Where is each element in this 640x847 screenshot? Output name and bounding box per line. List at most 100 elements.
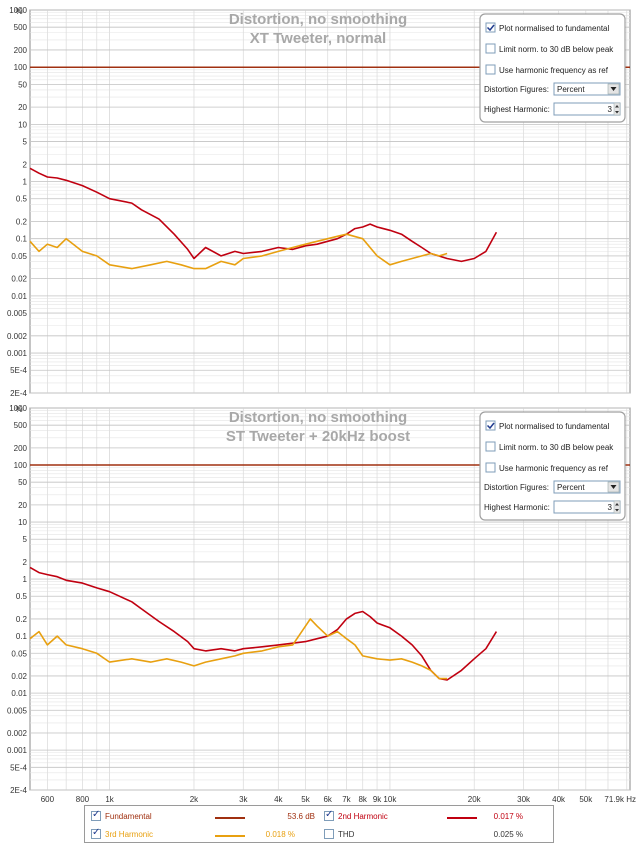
y-tick-label: 0.05 bbox=[11, 252, 27, 261]
x-tick-label: 6k bbox=[323, 795, 332, 804]
y-tick-label: 10 bbox=[18, 518, 27, 527]
y-tick-label: 500 bbox=[14, 421, 28, 430]
y-tick-label: 0.01 bbox=[11, 689, 27, 698]
y-tick-label: 1 bbox=[23, 178, 28, 187]
y-tick-label: 0.005 bbox=[7, 309, 28, 318]
y-tick-label: 0.001 bbox=[7, 349, 28, 358]
y-tick-label: 0.005 bbox=[7, 706, 28, 715]
y-tick-label: 2 bbox=[23, 160, 28, 169]
checkmark-icon bbox=[486, 24, 495, 32]
y-tick-label: 200 bbox=[14, 444, 28, 453]
y-tick-label: 0.02 bbox=[11, 275, 27, 284]
h2-line bbox=[29, 167, 498, 263]
plot-normalised-checkbox[interactable] bbox=[485, 22, 496, 33]
h2-checkbox[interactable] bbox=[324, 809, 334, 821]
x-tick-label: 3k bbox=[239, 795, 248, 804]
highest-harmonic-label: Highest Harmonic: bbox=[484, 105, 550, 114]
y-tick-label: 10 bbox=[18, 120, 27, 129]
y-tick-label: 1000 bbox=[9, 404, 27, 413]
y-tick-label: 0.01 bbox=[11, 292, 27, 301]
chart-subtitle: XT Tweeter, normal bbox=[250, 30, 386, 47]
spinner-down-icon bbox=[615, 111, 619, 114]
h2-value: 0.017 % bbox=[493, 812, 523, 821]
plot-normalised-checkbox[interactable] bbox=[485, 420, 496, 431]
h2-swatch bbox=[447, 817, 477, 819]
legend-row-1: Fundamental 53.6 dB 2nd Harmonic 0.017 % bbox=[85, 808, 553, 826]
y-tick-label: 0.2 bbox=[16, 217, 28, 226]
y-unit-label: % bbox=[15, 7, 22, 16]
y-tick-label: 0.002 bbox=[7, 332, 28, 341]
chevron-down-icon bbox=[610, 87, 617, 91]
y-tick-label: 5 bbox=[23, 535, 28, 544]
x-tick-label: 8k bbox=[358, 795, 367, 804]
distortion-figures-select[interactable] bbox=[553, 480, 621, 494]
h3-label: 3rd Harmonic bbox=[105, 830, 154, 839]
spinner-button[interactable] bbox=[613, 500, 621, 514]
legend-row-2: 3rd Harmonic 0.018 % THD 0.025 % bbox=[85, 826, 553, 844]
fundamental-value: 53.6 dB bbox=[287, 812, 315, 821]
chevron-down-icon bbox=[610, 485, 617, 489]
y-tick-label: 0.5 bbox=[16, 592, 28, 601]
h3-line bbox=[29, 233, 448, 270]
limit-norm-label: Limit norm. to 30 dB below peak bbox=[499, 443, 614, 452]
distortion-figures-label: Distortion Figures: bbox=[484, 85, 549, 94]
x-tick-label: 7k bbox=[342, 795, 351, 804]
spinner-up-icon bbox=[615, 503, 619, 506]
use-harmonic-label: Use harmonic frequency as ref bbox=[499, 66, 609, 75]
x-tick-label: 20k bbox=[468, 795, 482, 804]
plot-normalised-label: Plot normalised to fundamental bbox=[499, 422, 610, 431]
fundamental-swatch bbox=[215, 817, 245, 819]
fundamental-checkbox[interactable] bbox=[91, 809, 101, 821]
y-tick-label: 0.1 bbox=[16, 235, 28, 244]
h3-swatch bbox=[215, 835, 245, 837]
y-tick-label: 2E-4 bbox=[10, 786, 27, 795]
y-tick-label: 1000 bbox=[9, 6, 27, 15]
thd-checkbox[interactable] bbox=[324, 829, 334, 839]
use-harmonic-label: Use harmonic frequency as ref bbox=[499, 464, 609, 473]
y-tick-label: 500 bbox=[14, 23, 28, 32]
spinner-down-icon bbox=[615, 509, 619, 512]
y-tick-label: 100 bbox=[14, 461, 28, 470]
highest-harmonic-value: 3 bbox=[608, 105, 613, 114]
highest-harmonic-label: Highest Harmonic: bbox=[484, 503, 550, 512]
x-tick-label: 5k bbox=[301, 795, 310, 804]
h2-label: 2nd Harmonic bbox=[338, 812, 388, 821]
limit-norm-checkbox[interactable] bbox=[485, 43, 496, 54]
x-tick-label: 71.9k Hz bbox=[604, 795, 636, 804]
fundamental-label: Fundamental bbox=[105, 812, 152, 821]
chart-title: Distortion, no smoothing bbox=[229, 11, 407, 28]
distortion-figures-label: Distortion Figures: bbox=[484, 483, 549, 492]
x-tick-label: 600 bbox=[41, 795, 55, 804]
thd-label: THD bbox=[338, 830, 355, 839]
y-tick-label: 1 bbox=[23, 575, 28, 584]
chart-subtitle: ST Tweeter + 20kHz boost bbox=[226, 428, 410, 445]
y-tick-label: 50 bbox=[18, 478, 27, 487]
thd-value: 0.025 % bbox=[493, 830, 523, 839]
y-tick-label: 0.002 bbox=[7, 729, 28, 738]
h2-line bbox=[29, 566, 498, 681]
h3-checkbox[interactable] bbox=[91, 827, 101, 839]
spinner-up-icon bbox=[615, 105, 619, 108]
y-tick-label: 0.1 bbox=[16, 632, 28, 641]
y-tick-label: 20 bbox=[18, 501, 27, 510]
use-harmonic-checkbox[interactable] bbox=[485, 64, 496, 75]
h3-line bbox=[29, 618, 448, 680]
chart-panel-2: 1000 500 200 100 50 20 10 5 2 1 0.5 0.2 0.1 0.05 0.02 0… bbox=[7, 404, 631, 795]
x-tick-label: 4k bbox=[274, 795, 283, 804]
y-tick-label: 0.5 bbox=[16, 195, 28, 204]
distortion-figures-value: Percent bbox=[557, 483, 585, 492]
spinner-button[interactable] bbox=[613, 102, 621, 116]
use-harmonic-checkbox[interactable] bbox=[485, 462, 496, 473]
y-tick-label: 2E-4 bbox=[10, 389, 27, 398]
chart-panel-1: 1000 500 200 100 50 20 10 5 2 1 0.5 0.2 0.1 0.05 0.02 0… bbox=[7, 6, 631, 398]
highest-harmonic-value: 3 bbox=[608, 503, 613, 512]
y-tick-label: 5E-4 bbox=[10, 366, 27, 375]
y-tick-label: 0.05 bbox=[11, 649, 27, 658]
controls-panel: Plot normalised to fundamental Limit norm… bbox=[479, 411, 626, 521]
x-tick-label: 2k bbox=[190, 795, 199, 804]
y-tick-label: 2 bbox=[23, 558, 28, 567]
y-tick-label: 5 bbox=[23, 138, 28, 147]
distortion-figures-select[interactable] bbox=[553, 82, 621, 96]
limit-norm-checkbox[interactable] bbox=[485, 441, 496, 452]
